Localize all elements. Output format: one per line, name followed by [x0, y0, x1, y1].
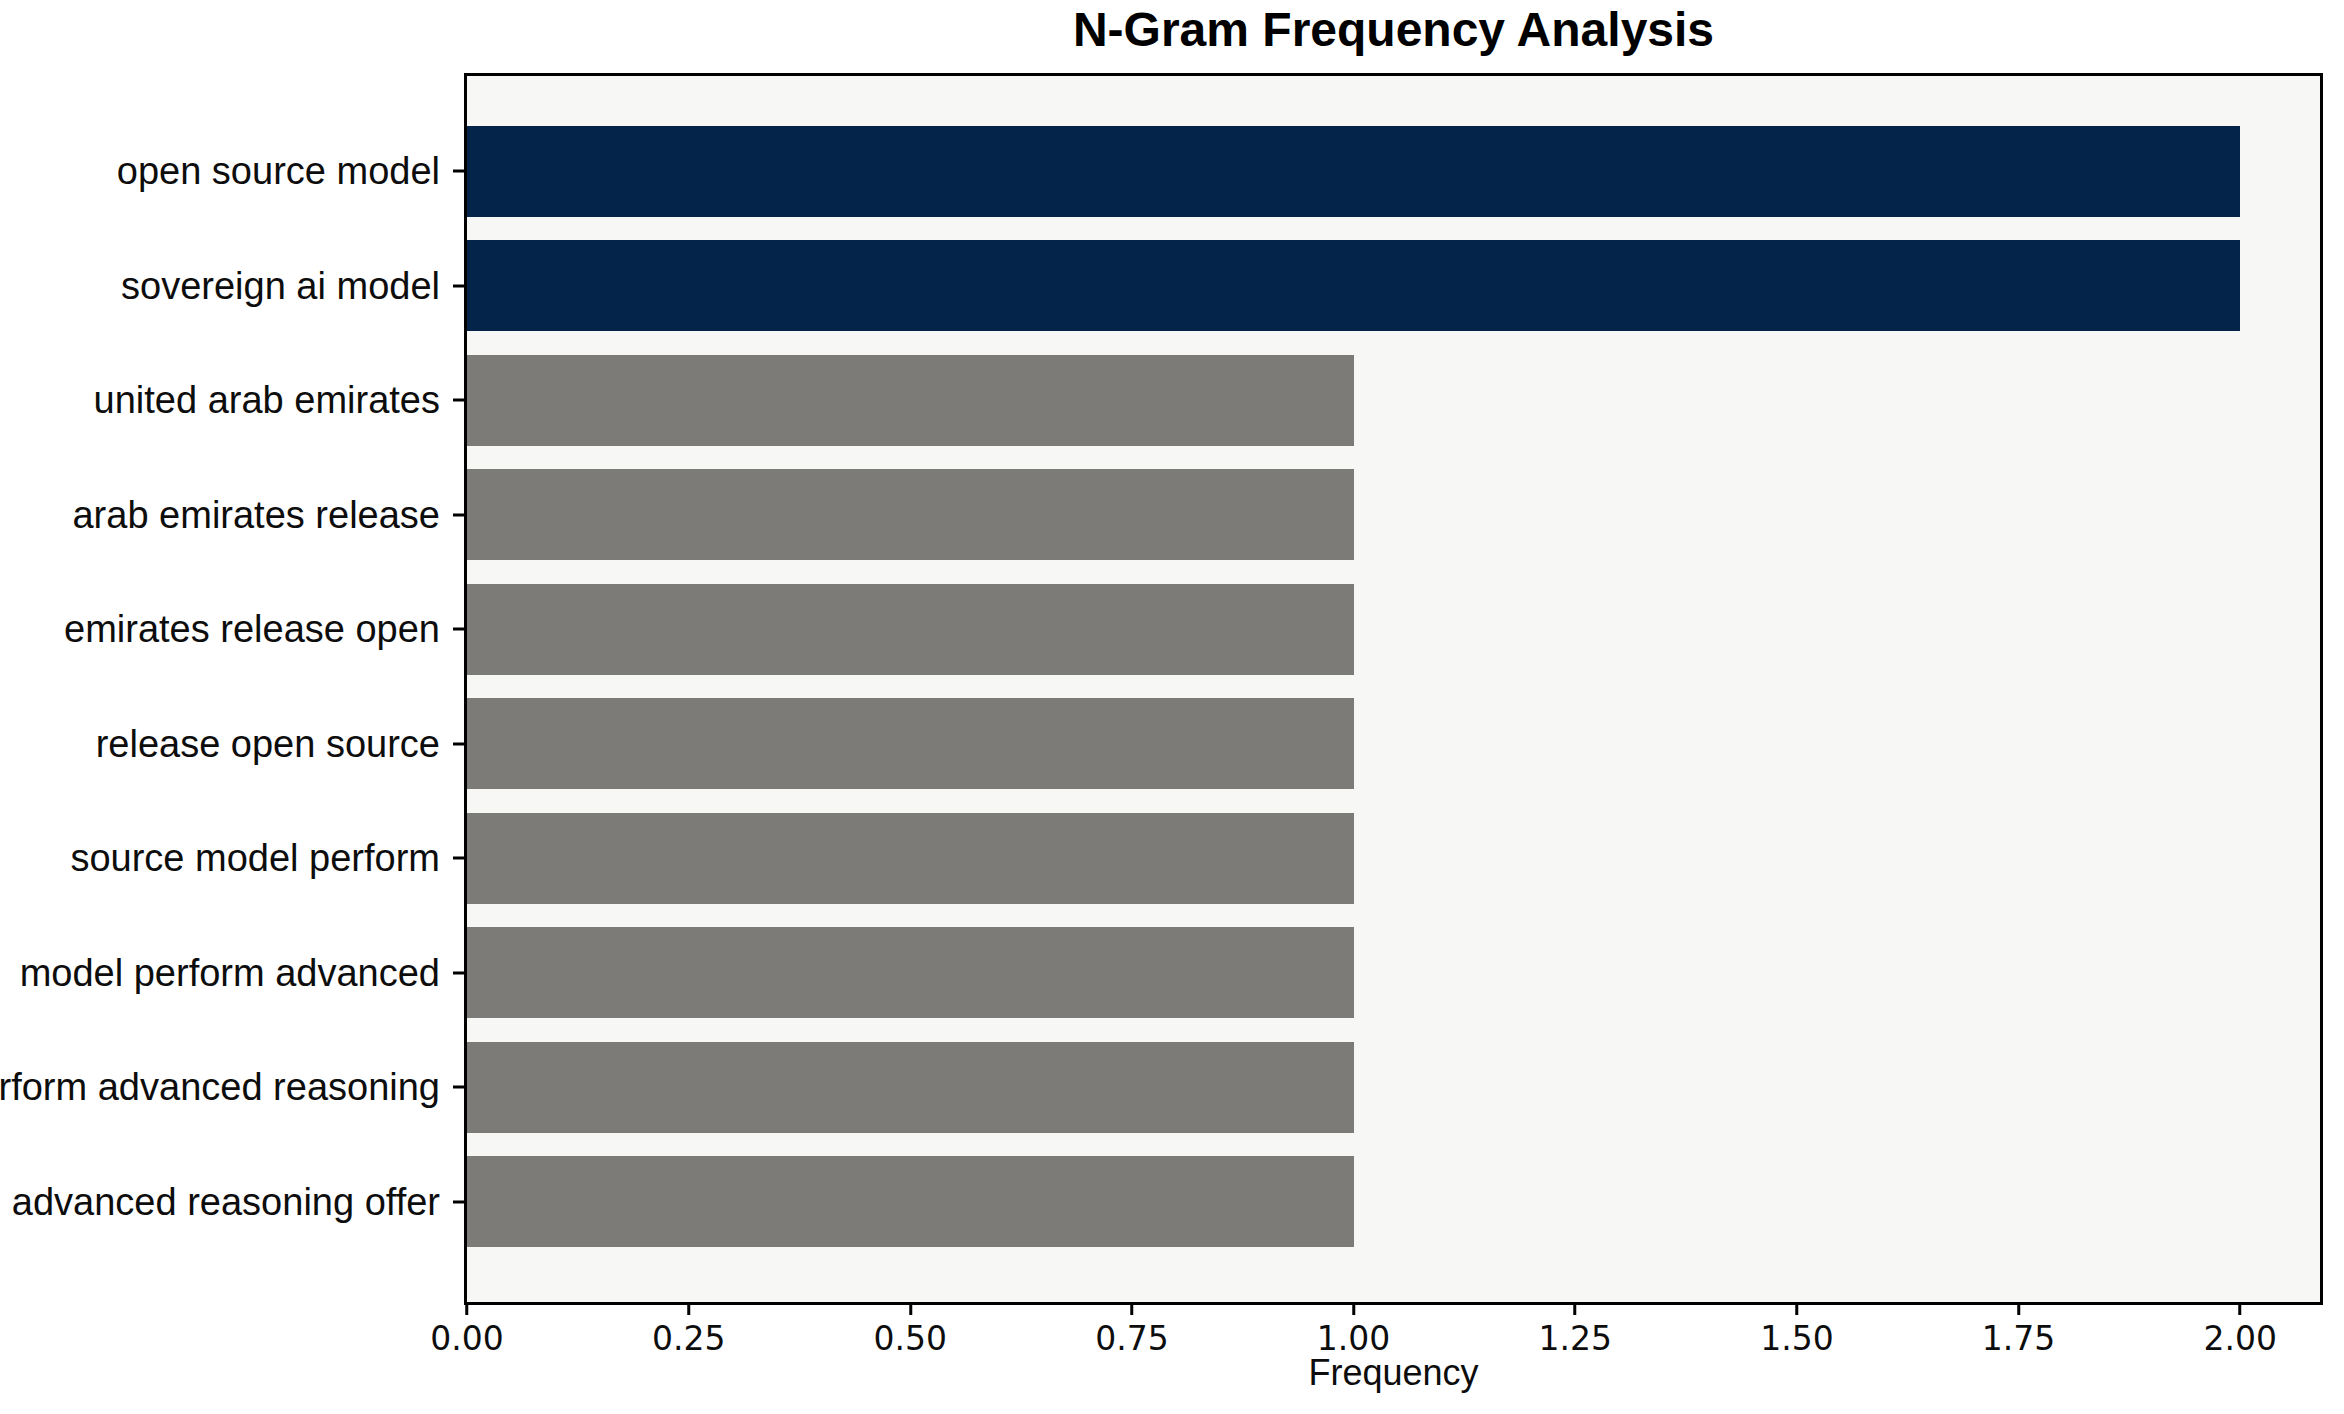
x-tick-mark	[1352, 1305, 1355, 1315]
x-tick-label: 0.25	[652, 1322, 725, 1355]
x-tick-mark	[909, 1305, 912, 1315]
y-tick-mark	[453, 628, 464, 631]
x-tick: 1.00	[1317, 1305, 1390, 1355]
plot-area: open source modelsovereign ai modelunite…	[464, 73, 2323, 1305]
y-tick-mark	[453, 971, 464, 974]
chart-title: N-Gram Frequency Analysis	[464, 2, 2323, 57]
x-tick-label: 1.00	[1317, 1322, 1390, 1355]
x-tick-mark	[2017, 1305, 2020, 1315]
x-axis-ticks: 0.000.250.500.751.001.251.501.752.00	[467, 76, 2320, 1302]
y-tick-mark	[453, 284, 464, 287]
x-tick-label: 1.50	[1760, 1322, 1833, 1355]
x-tick: 0.75	[1095, 1305, 1168, 1355]
x-tick-mark	[465, 1305, 468, 1315]
x-tick: 0.50	[874, 1305, 947, 1355]
category-label: source model perform	[70, 837, 440, 880]
y-tick-mark	[453, 857, 464, 860]
y-tick-mark	[453, 513, 464, 516]
x-tick-label: 1.25	[1539, 1322, 1612, 1355]
category-label: advanced reasoning offer	[12, 1180, 440, 1223]
x-tick-mark	[1795, 1305, 1798, 1315]
x-tick-label: 0.00	[430, 1322, 503, 1355]
category-label: united arab emirates	[94, 379, 440, 422]
x-tick: 1.50	[1760, 1305, 1833, 1355]
y-tick-mark	[453, 1086, 464, 1089]
y-tick-mark	[453, 742, 464, 745]
x-tick-label: 0.50	[874, 1322, 947, 1355]
x-tick-mark	[1130, 1305, 1133, 1315]
x-tick: 1.25	[1539, 1305, 1612, 1355]
category-label: model perform advanced	[20, 951, 440, 994]
x-tick-mark	[1574, 1305, 1577, 1315]
category-label: open source model	[117, 150, 440, 193]
y-tick-mark	[453, 399, 464, 402]
category-label: arab emirates release	[72, 493, 440, 536]
x-tick-label: 1.75	[1982, 1322, 2055, 1355]
category-label: sovereign ai model	[121, 264, 440, 307]
x-tick: 1.75	[1982, 1305, 2055, 1355]
x-tick-mark	[687, 1305, 690, 1315]
category-label: emirates release open	[64, 608, 440, 651]
y-tick-mark	[453, 170, 464, 173]
x-tick-label: 2.00	[2203, 1322, 2276, 1355]
category-label: perform advanced reasoning	[0, 1066, 440, 1109]
x-tick-mark	[2239, 1305, 2242, 1315]
x-tick: 0.00	[430, 1305, 503, 1355]
y-tick-mark	[453, 1200, 464, 1203]
x-tick: 0.25	[652, 1305, 725, 1355]
x-tick-label: 0.75	[1095, 1322, 1168, 1355]
x-tick: 2.00	[2203, 1305, 2276, 1355]
x-axis-label: Frequency	[464, 1352, 2323, 1394]
chart-figure: N-Gram Frequency Analysis open source mo…	[0, 0, 2344, 1414]
category-label: release open source	[96, 722, 440, 765]
